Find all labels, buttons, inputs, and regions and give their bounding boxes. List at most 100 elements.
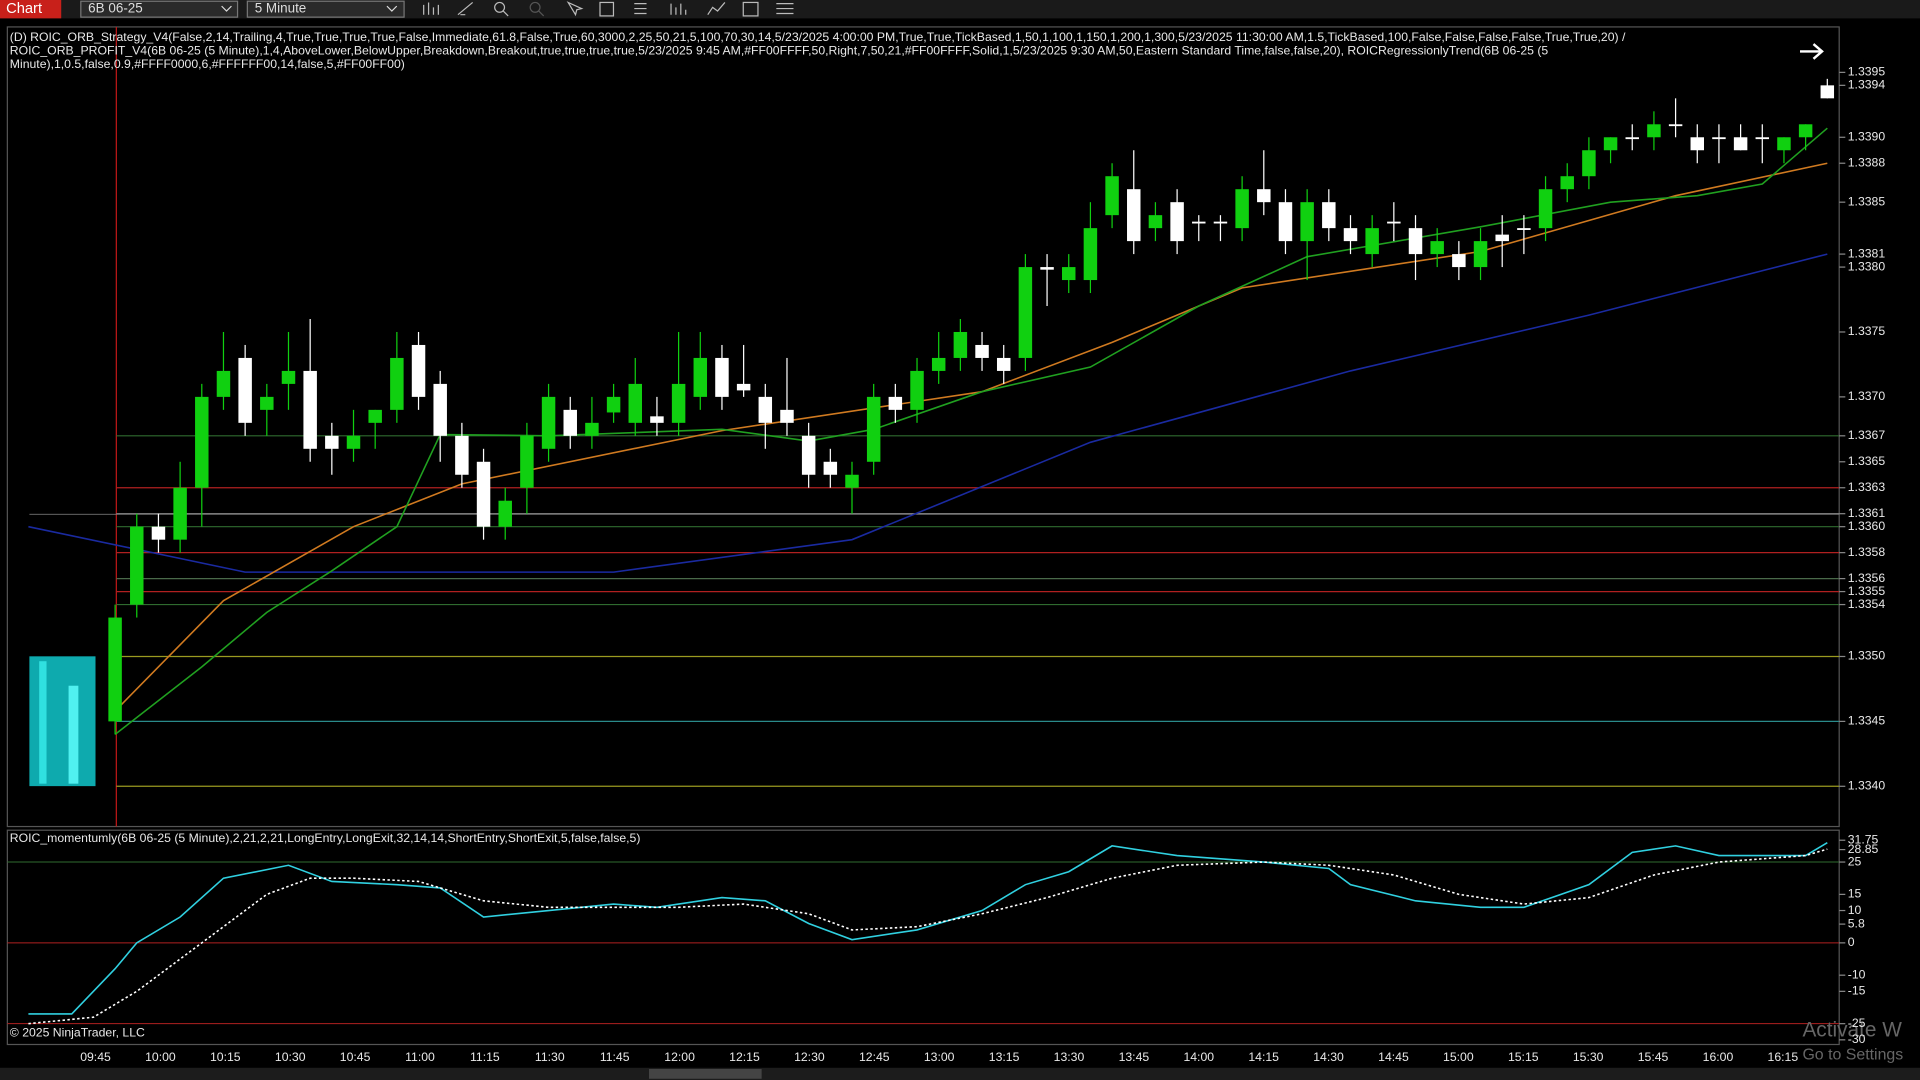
y-tick-label: 1.3381 xyxy=(1848,246,1886,260)
interval-label[interactable]: 5 Minute xyxy=(255,1,307,16)
interval-select[interactable] xyxy=(246,0,405,18)
indicator-label: Minute),1,0.5,false,0.9,#FFFF0000,6,#FFF… xyxy=(10,57,405,71)
x-tick-label: 15:45 xyxy=(1638,1050,1669,1064)
candle-body xyxy=(520,435,534,488)
y-tick-label: 1.3363 xyxy=(1848,480,1886,494)
chart-tab[interactable] xyxy=(0,0,62,19)
y-tick-label: 1.3355 xyxy=(1848,584,1886,598)
candle-body xyxy=(1712,137,1726,140)
candle-body xyxy=(1603,137,1618,151)
y-tick-label: 1.3340 xyxy=(1848,779,1886,793)
x-tick-label: 11:30 xyxy=(535,1050,565,1064)
candle-body xyxy=(151,526,166,540)
candle-body xyxy=(130,526,144,605)
x-tick-label: 10:45 xyxy=(340,1050,371,1064)
x-tick-label: 12:00 xyxy=(664,1050,695,1064)
y-tick-label: 1.3358 xyxy=(1848,545,1886,559)
candle-body xyxy=(260,396,274,410)
y-tick-label: 1.3388 xyxy=(1848,155,1886,169)
candle-body xyxy=(1148,215,1163,229)
x-tick-label: 11:45 xyxy=(600,1050,630,1064)
watermark: Go to Settings xyxy=(1802,1047,1903,1064)
x-tick-label: 16:00 xyxy=(1703,1050,1734,1064)
candle-body xyxy=(758,396,773,423)
plots xyxy=(28,78,1835,1025)
y-tick-label: 5.8 xyxy=(1848,916,1865,930)
y-tick-label: 15 xyxy=(1848,887,1862,901)
candle-body xyxy=(975,344,989,358)
candle-body xyxy=(541,396,556,449)
candle-body xyxy=(585,422,599,436)
y-tick-label: 1.3394 xyxy=(1848,78,1886,92)
y-tick-label: -15 xyxy=(1848,984,1866,998)
y-tick-label: 1.3354 xyxy=(1848,597,1886,611)
candle-body xyxy=(238,357,252,423)
x-tick-label: 15:15 xyxy=(1508,1050,1539,1064)
candle-body xyxy=(325,435,339,449)
x-tick-label: 15:00 xyxy=(1443,1050,1474,1064)
y-tick-label: 1.3370 xyxy=(1848,389,1886,403)
y-tick-label: 1.3356 xyxy=(1848,571,1886,585)
x-tick-label: 13:30 xyxy=(1054,1050,1085,1064)
x-tick-label: 16:15 xyxy=(1768,1050,1799,1064)
momentum-title: ROIC_momentumly(6B 06-25 (5 Minute),2,21… xyxy=(10,831,641,845)
scrollbar-thumb[interactable] xyxy=(648,1068,762,1079)
candle-body xyxy=(498,500,512,527)
candle-body xyxy=(563,409,577,436)
x-tick-label: 12:45 xyxy=(859,1050,890,1064)
scroll-arrow[interactable] xyxy=(1800,43,1824,60)
instrument-label[interactable]: 6B 06-25 xyxy=(88,1,143,16)
toolbar-icons[interactable] xyxy=(423,1,794,17)
candle-body xyxy=(1170,202,1184,242)
candle-body xyxy=(1495,234,1509,242)
x-tick-label: 12:30 xyxy=(794,1050,825,1064)
candle-body xyxy=(1517,228,1531,230)
candle-body xyxy=(671,383,686,423)
moving-average xyxy=(28,253,1828,573)
y-tick-label: 1.3367 xyxy=(1848,428,1886,442)
candle-body xyxy=(1127,189,1141,242)
candle-body xyxy=(346,435,361,449)
y-tick-label: 1.3375 xyxy=(1848,324,1886,338)
toolbar-bg xyxy=(0,0,1920,19)
candle-body xyxy=(368,409,382,423)
candle-body xyxy=(736,383,751,391)
x-tick-label: 10:15 xyxy=(210,1050,241,1064)
candle-body xyxy=(910,370,924,410)
candle-body xyxy=(801,435,816,475)
x-tick-label: 14:45 xyxy=(1378,1050,1409,1064)
candle-body xyxy=(1538,189,1553,229)
y-tick-label: 25 xyxy=(1848,854,1862,868)
candle-body xyxy=(1452,254,1466,268)
x-tick-label: 11:15 xyxy=(470,1050,500,1064)
x-tick-label: 14:15 xyxy=(1248,1050,1279,1064)
candle-body xyxy=(476,461,491,527)
indicator-label: (D) ROIC_ORB_Strategy_V4(False,2,14,Trai… xyxy=(10,30,1626,44)
chart-tab-label[interactable]: Chart xyxy=(6,1,42,17)
candle-body xyxy=(888,396,903,410)
instrument-select[interactable] xyxy=(80,0,239,18)
y-tick-label: 1.3360 xyxy=(1848,519,1886,533)
candle-body xyxy=(780,409,794,423)
candle-body xyxy=(1040,267,1054,270)
price-panel-frame xyxy=(6,26,1840,828)
candle-body xyxy=(823,461,838,475)
candle-body xyxy=(1213,221,1228,224)
scrollbar[interactable] xyxy=(0,1067,1920,1080)
y-tick-label: 31.75 xyxy=(1848,832,1879,846)
candle-body xyxy=(1365,228,1379,255)
candle-body xyxy=(1083,228,1098,281)
y-tick-label: 1.3390 xyxy=(1848,130,1886,144)
candle-body xyxy=(303,370,317,449)
candle-body xyxy=(845,474,859,488)
candle-body xyxy=(216,370,231,397)
y-tick-label: 1.3345 xyxy=(1848,714,1886,728)
candle-body xyxy=(1668,124,1683,127)
candle-body xyxy=(411,344,426,397)
candle-body xyxy=(996,357,1011,371)
candle-body xyxy=(606,396,621,413)
momentum-line xyxy=(28,848,1828,1025)
